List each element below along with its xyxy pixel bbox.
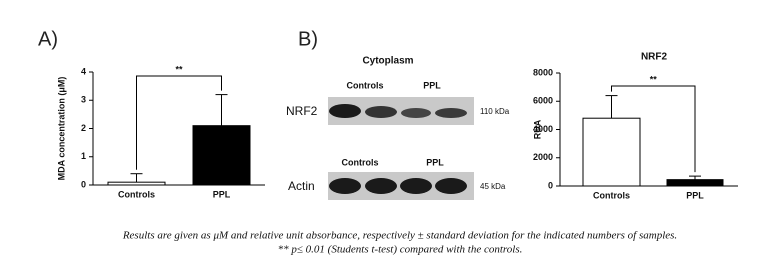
caption: Results are given as μM and relative uni…: [122, 230, 677, 242]
bar: [192, 125, 251, 186]
blot-image: [328, 97, 474, 200]
x-tick-label: Controls: [593, 190, 630, 200]
group-label: Controls: [347, 80, 384, 90]
y-tick-label: 1: [81, 151, 86, 161]
significance-label: **: [650, 74, 658, 84]
y-tick-label: 6000: [533, 96, 553, 106]
blot-row-label: NRF2: [286, 104, 318, 118]
group-label: PPL: [426, 157, 444, 167]
bar: [666, 179, 724, 187]
x-tick-label: PPL: [213, 189, 231, 199]
panel-label: B): [298, 28, 318, 50]
significance-bracket: [136, 75, 222, 170]
y-tick-label: 2: [81, 123, 86, 133]
y-tick-label: 4: [81, 66, 86, 76]
y-tick-label: 2000: [533, 152, 553, 162]
blot-size: 110 kDa: [480, 107, 510, 116]
panel-label: A): [38, 28, 58, 50]
y-tick-label: 4000: [533, 124, 553, 134]
y-tick-label: 0: [548, 180, 553, 190]
y-axis-label: RUA: [532, 119, 542, 139]
group-label: PPL: [423, 80, 441, 90]
chart-title: NRF2: [641, 52, 668, 63]
caption: ** p≤ 0.01 (Students t-test) compared wi…: [278, 244, 523, 256]
y-tick-label: 8000: [533, 67, 553, 77]
x-tick-label: PPL: [686, 190, 704, 200]
blot-row-label: Actin: [288, 179, 315, 193]
group-label: Controls: [342, 157, 379, 167]
blot-size: 45 kDa: [480, 182, 506, 191]
y-axis-label: MDA concentration (μM): [56, 77, 66, 181]
significance-bracket: [611, 85, 696, 173]
bar: [582, 117, 641, 187]
significance-label: **: [175, 64, 183, 74]
y-tick-label: 3: [81, 95, 86, 105]
x-tick-label: Controls: [118, 189, 155, 199]
blot-title: Cytoplasm: [362, 56, 413, 67]
y-tick-label: 0: [81, 179, 86, 189]
bar: [107, 181, 166, 186]
